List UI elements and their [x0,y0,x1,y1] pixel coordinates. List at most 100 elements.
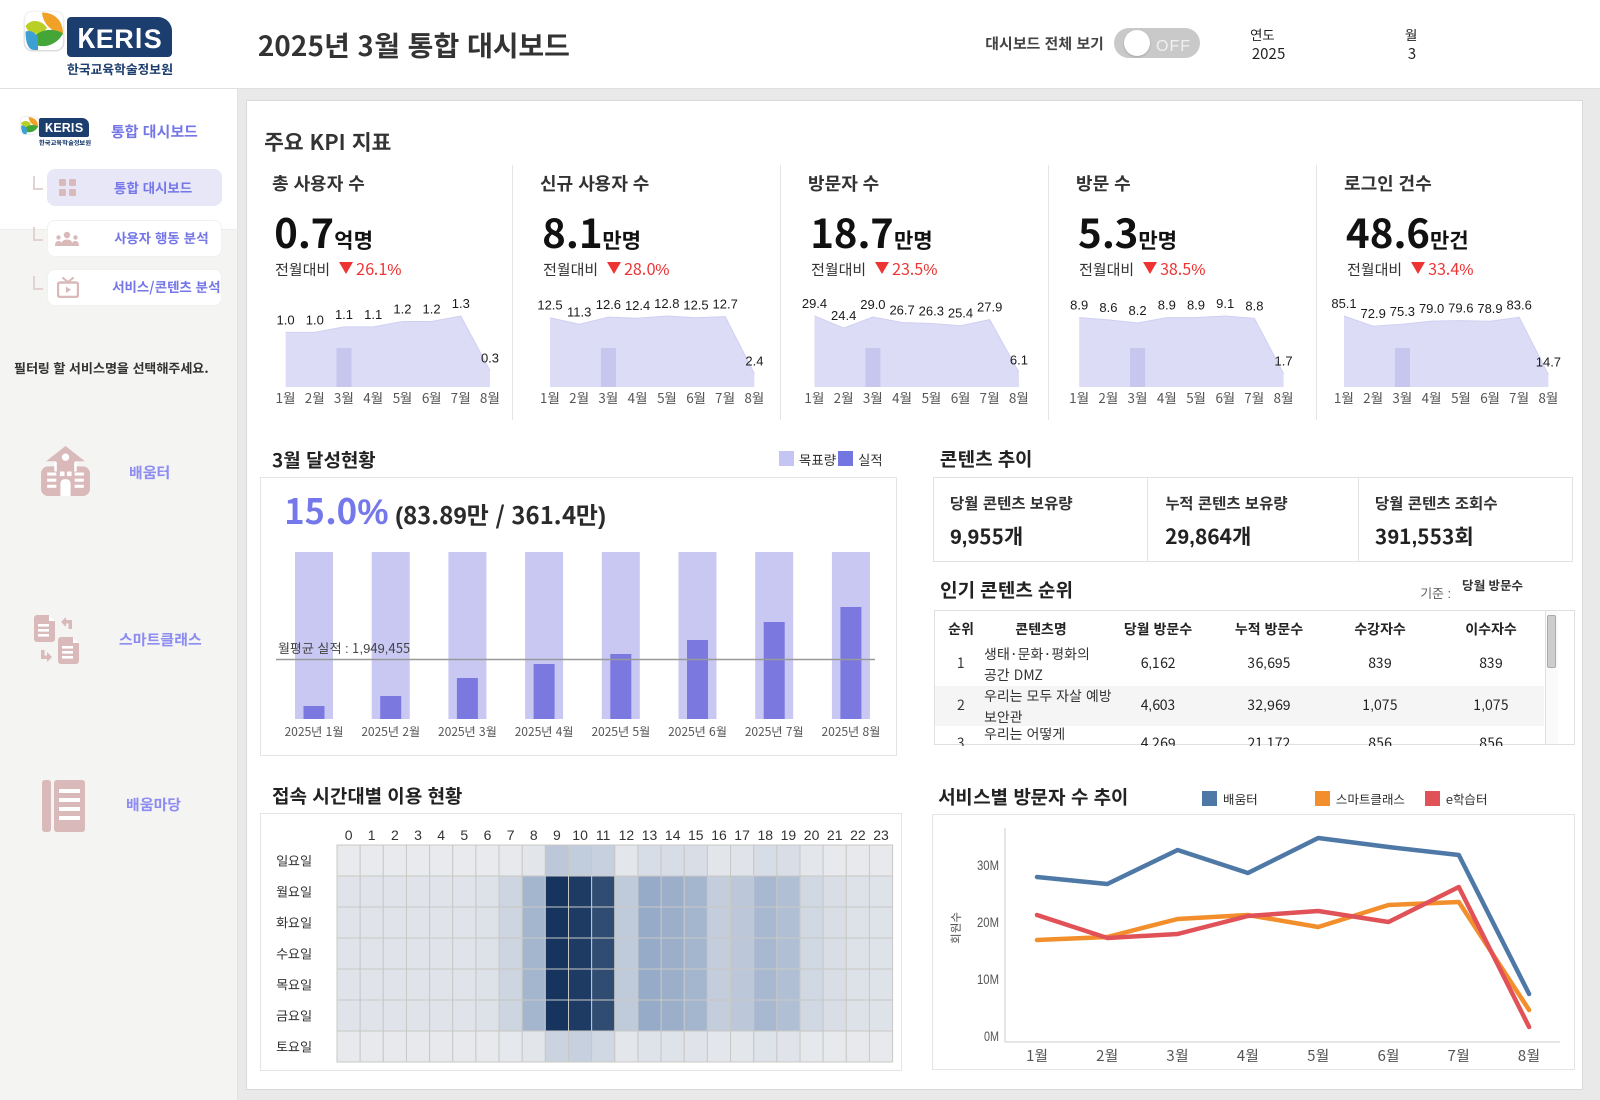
svg-text:9.1: 9.1 [1216,296,1234,311]
svg-text:5월: 5월 [1451,387,1471,407]
svg-text:7: 7 [507,827,515,843]
svg-text:0.3: 0.3 [481,351,499,366]
svg-text:4월: 4월 [892,387,912,407]
svg-text:1: 1 [368,827,376,843]
svg-text:26.3: 26.3 [919,304,944,319]
svg-text:8월: 8월 [1538,387,1558,407]
svg-text:2월: 2월 [569,387,589,407]
svg-text:1.2: 1.2 [423,302,441,317]
svg-text:79.0: 79.0 [1419,301,1444,316]
svg-text:토요일: 토요일 [276,1037,312,1056]
svg-text:2025년 1월: 2025년 1월 [285,723,344,740]
svg-text:14.7: 14.7 [1536,355,1561,370]
svg-text:8.8: 8.8 [1245,298,1263,313]
svg-text:1월: 1월 [1026,1045,1048,1066]
svg-text:79.6: 79.6 [1448,301,1473,316]
svg-text:7월: 7월 [980,387,1000,407]
svg-text:85.1: 85.1 [1331,296,1356,311]
svg-text:3월: 3월 [863,387,883,407]
svg-text:14: 14 [665,827,681,843]
svg-text:1.7: 1.7 [1275,354,1293,369]
svg-text:0: 0 [345,827,353,843]
svg-text:4월: 4월 [363,387,383,407]
svg-text:6월: 6월 [1215,387,1235,407]
svg-text:72.9: 72.9 [1361,306,1386,321]
svg-text:30M: 30M [977,857,999,873]
svg-text:29.0: 29.0 [860,297,885,312]
svg-text:3: 3 [414,827,422,843]
svg-text:8월: 8월 [1518,1045,1540,1066]
svg-text:8월: 8월 [1009,387,1029,407]
svg-text:금요일: 금요일 [276,1006,312,1025]
svg-text:15: 15 [688,827,704,843]
svg-text:월평균 실적 : 1,949,455: 월평균 실적 : 1,949,455 [278,638,410,657]
svg-text:2025년 6월: 2025년 6월 [668,723,727,740]
svg-text:3월: 3월 [1128,387,1148,407]
svg-text:78.9: 78.9 [1477,301,1502,316]
svg-text:5월: 5월 [921,387,941,407]
svg-text:2025년 4월: 2025년 4월 [515,723,574,740]
svg-text:1월: 1월 [276,387,296,407]
svg-text:22: 22 [850,827,866,843]
svg-text:27.9: 27.9 [977,300,1002,315]
svg-text:2.4: 2.4 [745,354,763,369]
svg-text:29.4: 29.4 [802,296,827,311]
svg-text:7월: 7월 [1448,1045,1470,1066]
svg-text:4월: 4월 [1422,387,1442,407]
svg-text:20: 20 [804,827,820,843]
svg-text:목요일: 목요일 [276,975,312,994]
svg-text:1.0: 1.0 [306,312,324,327]
svg-text:5월: 5월 [1306,1045,1329,1066]
svg-text:2월: 2월 [1363,387,1383,407]
svg-text:6월: 6월 [1377,1045,1399,1066]
svg-text:10: 10 [572,827,588,843]
svg-text:2월: 2월 [305,387,325,407]
svg-text:4: 4 [437,827,445,843]
svg-text:3월: 3월 [1167,1045,1189,1066]
svg-text:5월: 5월 [392,387,412,407]
svg-text:1.1: 1.1 [364,307,382,322]
svg-text:5: 5 [460,827,468,843]
svg-text:4월: 4월 [1157,387,1177,407]
svg-text:12: 12 [619,827,635,843]
svg-text:2025년 8월: 2025년 8월 [822,723,881,740]
svg-text:13: 13 [642,827,658,843]
svg-text:8.9: 8.9 [1070,298,1088,313]
svg-text:12.5: 12.5 [683,298,708,313]
svg-text:수요일: 수요일 [276,944,312,963]
svg-text:일요일: 일요일 [276,851,312,870]
svg-text:6월: 6월 [1480,387,1500,407]
svg-text:2025년 3월: 2025년 3월 [438,723,497,740]
svg-text:2월: 2월 [1098,387,1118,407]
svg-text:6월: 6월 [422,387,442,407]
svg-text:19: 19 [781,827,797,843]
svg-text:2월: 2월 [1096,1045,1118,1066]
svg-text:2025년 7월: 2025년 7월 [745,723,804,740]
svg-text:3월: 3월 [598,387,618,407]
svg-text:7월: 7월 [1509,387,1529,407]
svg-text:2025년 5월: 2025년 5월 [591,723,650,740]
svg-text:21: 21 [827,827,843,843]
svg-text:9: 9 [553,827,561,843]
svg-text:8월: 8월 [744,387,764,407]
svg-text:5월: 5월 [657,387,677,407]
svg-text:12.4: 12.4 [625,298,650,313]
svg-text:2월: 2월 [834,387,854,407]
svg-text:8.2: 8.2 [1129,303,1147,318]
svg-text:8.9: 8.9 [1187,298,1205,313]
svg-text:1.3: 1.3 [452,296,470,311]
svg-text:7월: 7월 [715,387,735,407]
svg-text:1.0: 1.0 [277,312,295,327]
svg-text:8월: 8월 [1274,387,1294,407]
svg-text:월요일: 월요일 [276,882,312,901]
svg-text:12.5: 12.5 [537,298,562,313]
svg-text:12.6: 12.6 [596,297,621,312]
svg-text:6.1: 6.1 [1010,352,1028,367]
svg-text:24.4: 24.4 [831,308,856,323]
svg-text:4월: 4월 [628,387,648,407]
svg-text:4월: 4월 [1237,1045,1259,1066]
svg-text:5월: 5월 [1186,387,1206,407]
svg-text:8.9: 8.9 [1158,298,1176,313]
svg-text:75.3: 75.3 [1390,304,1415,319]
svg-text:17: 17 [734,827,750,843]
